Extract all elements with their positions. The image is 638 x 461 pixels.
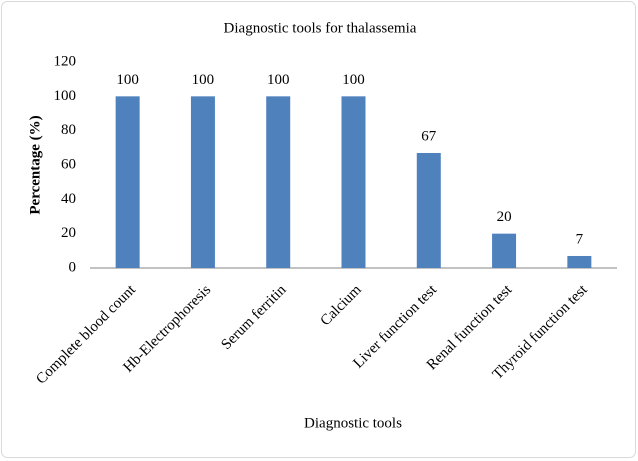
- data-label: 67: [421, 128, 437, 144]
- y-tick-label: 0: [69, 259, 77, 275]
- bar: [115, 96, 140, 268]
- data-label: 7: [576, 231, 584, 247]
- y-tick-label: 60: [61, 156, 76, 172]
- bar: [492, 233, 517, 268]
- data-label: 100: [116, 72, 139, 88]
- bar: [416, 152, 441, 268]
- data-label: 100: [267, 72, 290, 88]
- bar: [266, 96, 291, 268]
- y-tick-label: 120: [54, 53, 77, 69]
- y-axis-label: Percentage (%): [27, 115, 43, 214]
- chart-title: Diagnostic tools for thalassemia: [224, 20, 417, 36]
- data-label: 20: [497, 209, 512, 225]
- y-tick-label: 80: [61, 122, 76, 138]
- y-tick-label: 20: [61, 225, 76, 241]
- data-label: 100: [192, 72, 215, 88]
- bar: [567, 255, 592, 268]
- y-tick-label: 100: [54, 88, 77, 104]
- bar: [341, 96, 366, 268]
- y-tick-label: 40: [61, 191, 76, 207]
- data-label: 100: [342, 72, 365, 88]
- x-axis-label: Diagnostic tools: [304, 415, 402, 431]
- bar: [190, 96, 215, 268]
